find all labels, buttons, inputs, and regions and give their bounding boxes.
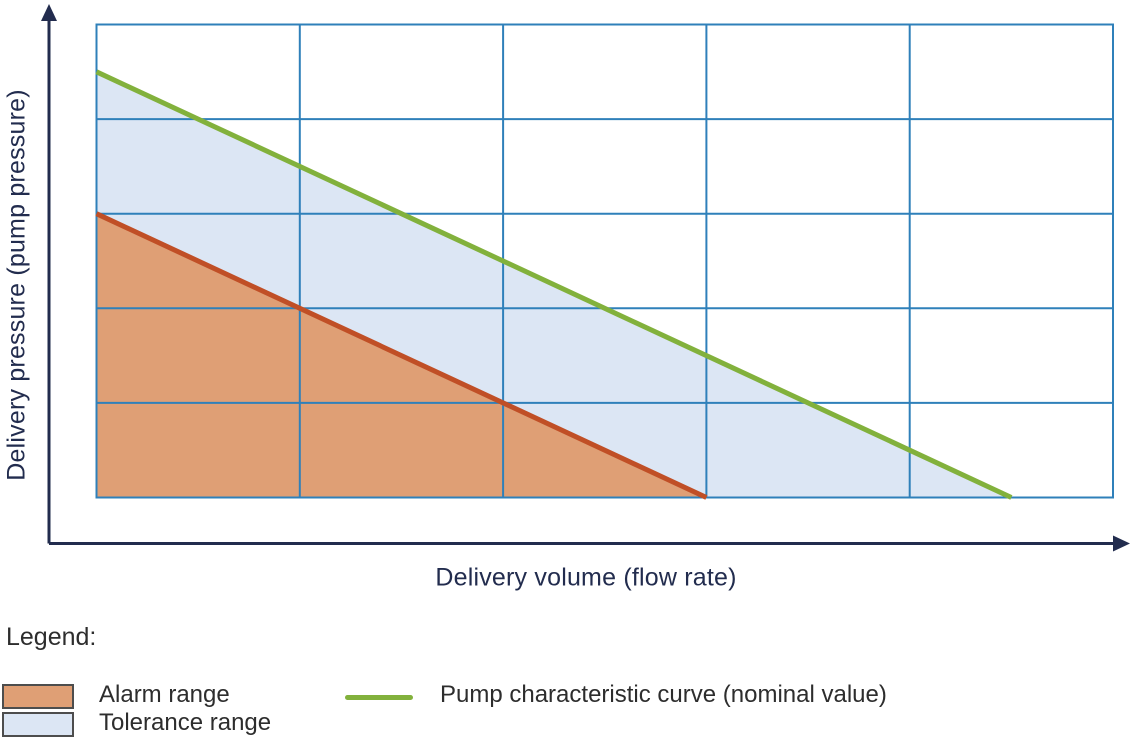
y-axis-label: Delivery pressure (pump pressure): [2, 89, 31, 481]
series-pump-characteristic-curve-nominal-value-: [95, 69, 1013, 500]
series-alarm-range-upper-boundary: [95, 211, 708, 500]
x-axis-label: Delivery volume (flow rate): [435, 563, 737, 592]
